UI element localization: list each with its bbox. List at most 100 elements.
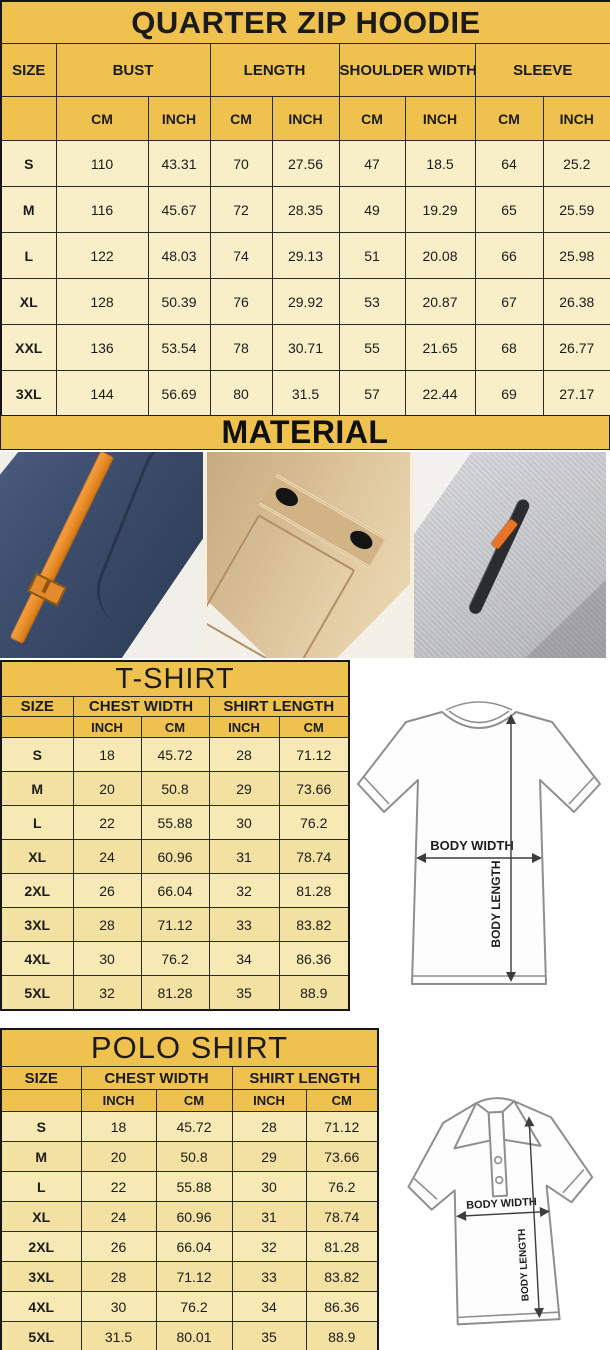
- column-header-size: SIZE: [0, 696, 74, 717]
- tshirt-size-table: T-SHIRT SIZE CHEST WIDTH SHIRT LENGTH IN…: [0, 660, 350, 1011]
- value-cell: 73.66: [305, 1141, 379, 1172]
- value-cell: 55.88: [140, 805, 210, 840]
- value-cell: 110: [55, 140, 149, 187]
- size-cell: XL: [0, 839, 74, 874]
- value-cell: 60.96: [140, 839, 210, 874]
- value-cell: 128: [55, 278, 149, 325]
- column-header-size: SIZE: [0, 1066, 82, 1090]
- size-cell: L: [0, 232, 57, 279]
- polo-measurement-diagram: BODY WIDTH BODY LENGTH: [407, 1097, 594, 1326]
- unit-header: INCH: [404, 96, 476, 141]
- unit-header: CM: [155, 1089, 233, 1112]
- value-cell: 67: [474, 278, 544, 325]
- value-cell: 26.38: [542, 278, 610, 325]
- value-cell: 64: [474, 140, 544, 187]
- value-cell: 71.12: [155, 1261, 233, 1292]
- unit-header: CM: [209, 96, 273, 141]
- value-cell: 69: [474, 370, 544, 418]
- polo-button: [493, 1155, 503, 1165]
- value-cell: 73.66: [278, 771, 350, 806]
- value-cell: 78.74: [278, 839, 350, 874]
- arrow-head: [532, 853, 542, 863]
- right-cuff-line: [562, 1169, 585, 1194]
- table-row: QUARTER ZIP HOODIE: [0, 0, 610, 44]
- table-row: XXL 136 53.54 78 30.71 55 21.65 68 26.77: [0, 324, 610, 371]
- value-cell: 28: [208, 737, 280, 772]
- arrow-head: [539, 1206, 550, 1217]
- value-cell: 30: [208, 805, 280, 840]
- table-row: L 22 55.88 30 76.2: [0, 805, 350, 840]
- value-cell: 116: [55, 186, 149, 233]
- left-cuff-line: [413, 1177, 438, 1200]
- unit-header: INCH: [72, 716, 142, 738]
- value-cell: 29.13: [271, 232, 340, 279]
- value-cell: 45.72: [155, 1111, 233, 1142]
- table-row: XL 24 60.96 31 78.74: [0, 1201, 379, 1232]
- value-cell: 31.5: [271, 370, 340, 418]
- value-cell: 50.39: [147, 278, 211, 325]
- hoodie-table-title: QUARTER ZIP HOODIE: [0, 0, 610, 44]
- size-cell: 5XL: [0, 1321, 82, 1350]
- unit-header: INCH: [147, 96, 211, 141]
- table-row: M 20 50.8 29 73.66: [0, 771, 350, 806]
- polo-outline: [407, 1097, 594, 1326]
- tshirt-table-title: T-SHIRT: [0, 660, 350, 697]
- value-cell: 29: [231, 1141, 307, 1172]
- value-cell: 136: [55, 324, 149, 371]
- size-cell: L: [0, 805, 74, 840]
- arrow-head: [533, 1307, 544, 1319]
- size-cell: 2XL: [0, 873, 74, 908]
- photo-gap: [410, 452, 414, 658]
- value-cell: 20: [72, 771, 142, 806]
- unit-header: INCH: [208, 716, 280, 738]
- column-header-sleeve: SLEEVE: [474, 43, 610, 97]
- table-row: S 18 45.72 28 71.12: [0, 1111, 379, 1142]
- value-cell: 68: [474, 324, 544, 371]
- value-cell: 35: [208, 975, 280, 1011]
- value-cell: 29.92: [271, 278, 340, 325]
- value-cell: 35: [231, 1321, 307, 1350]
- column-header-bust: BUST: [55, 43, 211, 97]
- material-banner-title: MATERIAL: [0, 415, 610, 450]
- khaki-flap-pocket-snaps-photo: [207, 452, 410, 658]
- size-cell: 3XL: [0, 370, 57, 418]
- value-cell: 20.08: [404, 232, 476, 279]
- value-cell: 32: [208, 873, 280, 908]
- polo-table-title: POLO SHIRT: [0, 1028, 379, 1067]
- value-cell: 71.12: [140, 907, 210, 942]
- value-cell: 144: [55, 370, 149, 418]
- material-photo-strip: [0, 452, 610, 658]
- unit-header: INCH: [80, 1089, 157, 1112]
- table-row: SIZE CHEST WIDTH SHIRT LENGTH: [0, 1066, 379, 1090]
- value-cell: 25.59: [542, 186, 610, 233]
- size-cell: S: [0, 737, 74, 772]
- unit-header: CM: [140, 716, 210, 738]
- value-cell: 65: [474, 186, 544, 233]
- value-cell: 66: [474, 232, 544, 279]
- tshirt-measurement-diagram: BODY WIDTH BODY LENGTH: [357, 701, 601, 985]
- value-cell: 26.77: [542, 324, 610, 371]
- value-cell: 50.8: [140, 771, 210, 806]
- value-cell: 18: [72, 737, 142, 772]
- table-row: 3XL 144 56.69 80 31.5 57 22.44 69 27.17: [0, 370, 610, 418]
- value-cell: 45.72: [140, 737, 210, 772]
- navy-fleece-orange-drawstring-photo: [0, 452, 203, 658]
- arrow-head: [506, 714, 516, 724]
- size-cell: 4XL: [0, 941, 74, 976]
- arrow-head: [416, 853, 426, 863]
- photo-gap: [203, 452, 207, 658]
- value-cell: 53: [338, 278, 406, 325]
- value-cell: 31: [208, 839, 280, 874]
- unit-header-blank: [0, 716, 74, 738]
- value-cell: 25.2: [542, 140, 610, 187]
- collar-back-arc: [445, 701, 513, 711]
- value-cell: 19.29: [404, 186, 476, 233]
- value-cell: 43.31: [147, 140, 211, 187]
- table-row: SIZE BUST LENGTH SHOULDER WIDTH SLEEVE: [0, 43, 610, 97]
- value-cell: 74: [209, 232, 273, 279]
- value-cell: 25.98: [542, 232, 610, 279]
- value-cell: 22: [72, 805, 142, 840]
- value-cell: 88.9: [305, 1321, 379, 1350]
- value-cell: 29: [208, 771, 280, 806]
- value-cell: 76.2: [305, 1171, 379, 1202]
